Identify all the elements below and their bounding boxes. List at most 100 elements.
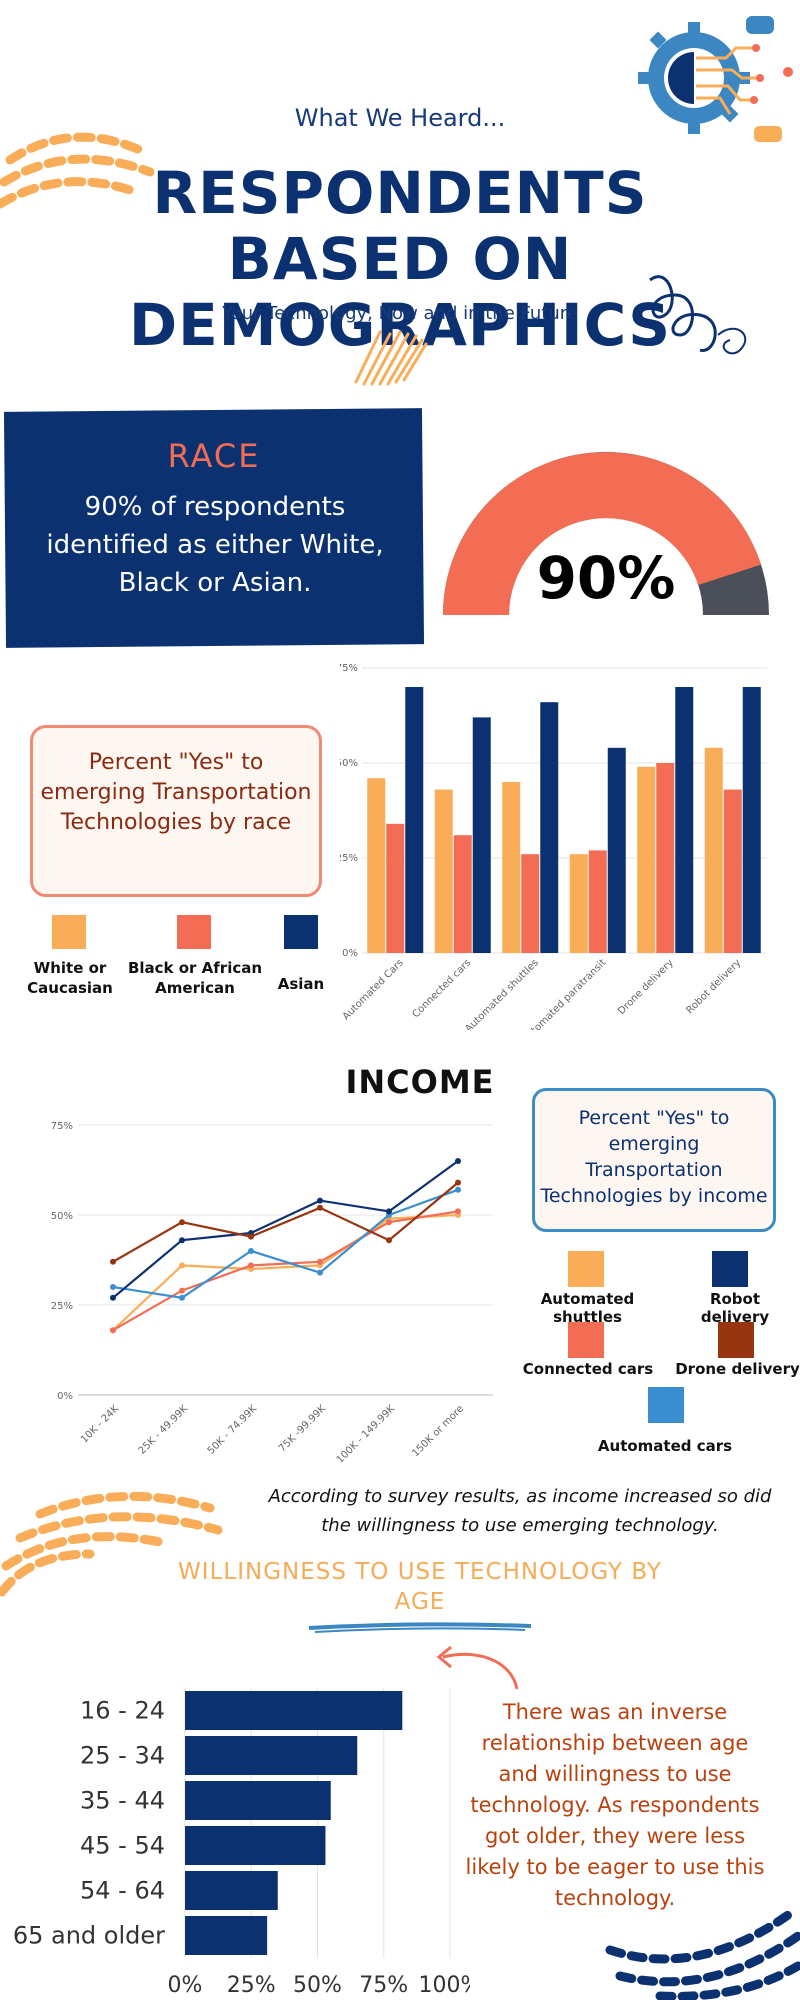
point-connected-cars xyxy=(386,1219,392,1226)
bar-age-54-64 xyxy=(185,1871,278,1910)
race-chart-caption-card xyxy=(30,725,322,897)
point-connected-cars xyxy=(110,1327,116,1334)
point-connected-cars xyxy=(248,1262,254,1269)
line-drone-delivery xyxy=(112,1181,459,1263)
bar-black-or-african-american-automated-cars xyxy=(386,823,405,953)
point-automated-cars xyxy=(317,1269,323,1276)
age-note: There was an inverse relationship betwee… xyxy=(465,1700,765,1910)
y-category-label: 65 and older xyxy=(13,1922,165,1950)
age-heading: WILLINGNESS TO USE TECHNOLOGY BY AGE xyxy=(178,1559,662,1615)
bar-black-or-african-american-automated-shuttles xyxy=(521,854,540,953)
x-tick-label: 50K - 74.99K xyxy=(206,1403,260,1457)
x-tick-label: 75K -99.99K xyxy=(277,1403,328,1454)
legend-label-automated-cars: Automated cars xyxy=(597,1437,733,1455)
point-robot-delivery xyxy=(110,1294,116,1301)
line-automated-shuttles xyxy=(112,1213,459,1332)
age-bar-chart: 0% 25% 50% 75% 100% 16 - 24 25 - 34 35 - 44 45 -… xyxy=(13,1688,470,1998)
bar-age-25-34 xyxy=(185,1736,358,1775)
race-summary-text: 90% of respondents identified as either … xyxy=(46,492,384,598)
technology-gear-illustration xyxy=(638,16,793,142)
y-tick-label: 50% xyxy=(340,758,358,769)
legend-swatch-drone-delivery xyxy=(718,1322,754,1358)
gauge-value: 90% xyxy=(537,544,676,612)
bar-asian-automated-paratransit xyxy=(607,747,626,953)
bar-asian-robot-delivery xyxy=(742,687,761,953)
x-tick-label: 100K - 149.99K xyxy=(335,1403,398,1466)
point-automated-cars xyxy=(455,1186,461,1193)
x-tick-label: Robot delivery xyxy=(684,957,743,1016)
curved-arrow-icon xyxy=(436,1645,519,1690)
line-robot-delivery xyxy=(112,1160,459,1299)
point-connected-cars xyxy=(179,1287,185,1294)
point-robot-delivery xyxy=(179,1237,185,1244)
bar-white-or-caucasian-drone-delivery xyxy=(637,766,656,953)
bar-white-or-caucasian-robot-delivery xyxy=(704,747,723,953)
point-drone-delivery xyxy=(317,1204,323,1211)
legend-label-robot-delivery: Robot delivery xyxy=(700,1290,770,1326)
y-tick-label: 25% xyxy=(340,853,358,864)
y-tick-label: 0% xyxy=(57,1391,73,1402)
legend-swatch-robot-delivery xyxy=(712,1251,748,1287)
legend-swatch-asian xyxy=(284,915,318,949)
orange-dash-swirl-decoration-2 xyxy=(0,1491,223,1597)
bar-asian-connected-cars xyxy=(472,717,491,953)
y-category-label: 16 - 24 xyxy=(80,1697,165,1725)
y-category-label: 45 - 54 xyxy=(80,1832,165,1860)
legend-label-automated-shuttles: Automated shuttles xyxy=(540,1290,635,1326)
page-subtitle: Your Technology, Now and in the Future xyxy=(222,303,578,324)
legend-swatch-automated-cars xyxy=(648,1387,684,1423)
x-tick-label: Automated Cars xyxy=(341,957,406,1022)
orange-scribble-decoration xyxy=(354,330,428,386)
line-connected-cars xyxy=(112,1210,459,1332)
gauge-fill xyxy=(443,452,761,616)
income-chart-caption-card xyxy=(532,1088,776,1232)
navy-loop-squiggle-decoration xyxy=(649,275,747,355)
line-automated-cars xyxy=(112,1188,459,1299)
bar-white-or-caucasian-automated-shuttles xyxy=(502,782,521,953)
x-tick-label: Connected cars xyxy=(410,957,473,1020)
x-tick-label: Drone delivery xyxy=(616,957,676,1017)
point-drone-delivery xyxy=(248,1233,254,1240)
bar-asian-automated-cars xyxy=(405,687,424,953)
y-tick-label: 75% xyxy=(340,663,358,674)
point-automated-cars xyxy=(248,1248,254,1254)
x-tick-label: 100% xyxy=(419,1973,470,1998)
x-tick-label: 75% xyxy=(359,1973,408,1998)
x-tick-label: 150K or more xyxy=(410,1403,466,1459)
race-gauge: 90% xyxy=(443,452,769,616)
bar-white-or-caucasian-connected-cars xyxy=(434,789,453,953)
y-category-label: 35 - 44 xyxy=(80,1787,165,1815)
bar-white-or-caucasian-automated-cars xyxy=(367,778,386,953)
orange-dash-swirl-decoration xyxy=(0,132,155,209)
race-heading: RACE xyxy=(167,437,261,475)
point-automated-shuttles xyxy=(179,1262,185,1269)
legend-label-drone-delivery: Drone delivery xyxy=(675,1360,800,1378)
y-tick-label: 75% xyxy=(51,1121,73,1132)
point-drone-delivery xyxy=(110,1258,116,1265)
x-tick-label: Automated shuttles xyxy=(463,957,540,1030)
legend-label-black: Black or African American xyxy=(127,959,263,997)
point-drone-delivery xyxy=(455,1179,461,1186)
bar-white-or-caucasian-automated-paratransit xyxy=(569,854,588,953)
income-note: According to survey results, as income i… xyxy=(268,1486,772,1536)
y-tick-label: 25% xyxy=(51,1301,73,1312)
y-tick-label: 0% xyxy=(342,948,358,959)
legend-swatch-connected-cars xyxy=(568,1322,604,1358)
legend-label-connected-cars: Connected cars xyxy=(522,1360,654,1378)
income-chart-caption: Percent "Yes" to emerging Transportation… xyxy=(540,1107,768,1207)
point-automated-cars xyxy=(110,1284,116,1290)
point-automated-cars xyxy=(179,1294,185,1301)
income-heading: INCOME xyxy=(345,1063,495,1101)
bar-age-65-and-older xyxy=(185,1916,268,1955)
point-robot-delivery xyxy=(455,1158,461,1164)
x-tick-label: 50% xyxy=(293,1973,342,1998)
point-robot-delivery xyxy=(317,1197,323,1204)
legend-label-white: White or Caucasian xyxy=(27,959,113,997)
navy-dash-swirl-decoration xyxy=(605,1905,800,2000)
bar-black-or-african-american-robot-delivery xyxy=(723,789,742,953)
legend-swatch-white xyxy=(52,915,86,949)
y-category-label: 54 - 64 xyxy=(80,1877,165,1905)
bar-asian-drone-delivery xyxy=(675,687,694,953)
x-tick-label: 25% xyxy=(227,1973,276,1998)
